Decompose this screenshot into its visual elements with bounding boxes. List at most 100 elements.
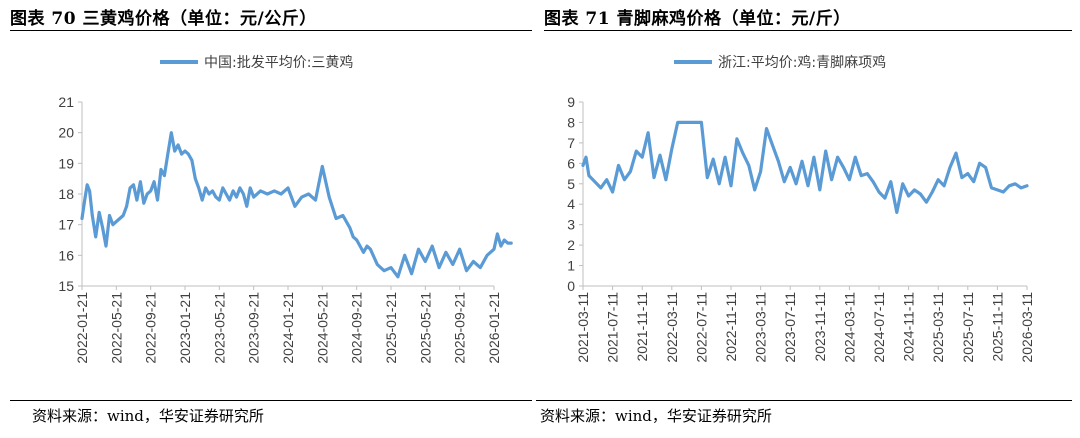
data-point — [617, 164, 620, 167]
data-point — [1014, 182, 1016, 185]
data-point — [362, 251, 365, 254]
data-point — [352, 236, 355, 238]
data-point — [383, 269, 385, 272]
y-tick-label: 3 — [567, 217, 575, 233]
data-point — [653, 176, 655, 179]
data-point — [294, 205, 296, 208]
data-point — [122, 214, 124, 217]
data-point — [795, 182, 797, 185]
data-point — [503, 239, 506, 241]
data-point — [86, 184, 88, 186]
data-point — [273, 190, 276, 192]
x-tick-label: 2026-01-21 — [486, 292, 502, 364]
data-point — [105, 245, 107, 247]
x-tick-label: 2021-03-11 — [575, 292, 591, 363]
data-point — [486, 254, 488, 257]
data-point — [676, 121, 679, 124]
data-point — [180, 153, 183, 155]
data-point — [232, 190, 234, 192]
source-note: 资料来源：wind，华安证券研究所 — [32, 407, 264, 425]
data-point — [221, 187, 224, 189]
data-points — [582, 121, 1028, 214]
data-point — [438, 266, 440, 269]
data-point — [919, 193, 922, 195]
y-tick-label: 20 — [58, 125, 74, 141]
chart-qingjiao-chicken: 浙江:平均价:鸡:青脚麻项鸡 0 1 2 3 4 5 6 7 8 9 2021-03-11 2021-0… — [567, 54, 1035, 363]
y-tick-label: 7 — [567, 135, 575, 151]
data-point — [335, 217, 337, 220]
data-point — [242, 193, 245, 195]
data-point — [907, 195, 910, 197]
data-point — [848, 178, 851, 181]
data-point — [197, 187, 200, 189]
data-point — [81, 217, 83, 220]
data-point — [349, 226, 351, 229]
data-point — [789, 166, 791, 169]
data-point — [777, 160, 780, 163]
data-point — [129, 187, 131, 189]
data-point — [753, 189, 756, 191]
data-point — [665, 178, 667, 181]
x-tick-label: 2023-07-11 — [782, 292, 798, 363]
data-point — [842, 166, 845, 169]
data-point — [359, 245, 361, 247]
data-point — [208, 193, 210, 195]
y-tick-label: 0 — [567, 278, 575, 294]
data-point — [783, 180, 786, 183]
data-point — [641, 156, 643, 158]
x-tick-label: 2022-11-11 — [723, 292, 739, 362]
data-point — [949, 166, 951, 169]
data-point — [605, 178, 608, 181]
x-tick-label: 2025-01-21 — [383, 292, 399, 364]
source-note: 资料来源：wind，华安证券研究所 — [540, 407, 772, 425]
data-point — [376, 263, 379, 266]
data-point — [730, 185, 732, 187]
data-point — [101, 226, 104, 229]
data-point — [943, 185, 945, 187]
data-point — [465, 269, 468, 272]
legend: 浙江:平均价:鸡:青脚麻项鸡 — [674, 54, 886, 71]
data-point — [801, 160, 803, 163]
data-point — [204, 187, 207, 189]
x-tick-label: 2022-09-21 — [143, 292, 159, 364]
data-point — [594, 180, 596, 183]
data-point — [307, 193, 310, 195]
y-tick-label: 4 — [567, 196, 575, 212]
data-point — [895, 211, 898, 214]
data-point — [872, 180, 874, 183]
legend-label: 中国:批发平均价:三黄鸡 — [204, 54, 353, 71]
data-point — [694, 121, 697, 124]
data-point — [836, 156, 839, 158]
data-point — [901, 182, 904, 185]
data-point — [1008, 185, 1011, 187]
x-tick-label: 2025-07-11 — [960, 292, 976, 363]
y-tick-label: 2 — [567, 237, 575, 253]
data-point — [321, 165, 324, 168]
data-point — [813, 156, 815, 158]
data-point — [824, 150, 827, 152]
legend-label: 浙江:平均价:鸡:青脚麻项鸡 — [718, 54, 886, 71]
data-point — [149, 190, 152, 192]
data-point — [160, 168, 162, 171]
data-point — [978, 162, 981, 165]
data-point — [747, 164, 750, 167]
data-point — [287, 187, 289, 189]
data-point — [173, 150, 176, 152]
x-tick-label: 2023-09-21 — [246, 292, 262, 364]
data-point — [211, 190, 214, 192]
data-point — [366, 245, 368, 247]
data-point — [108, 214, 111, 217]
data-point — [860, 174, 863, 177]
figure-panel-left: 图表 70 三黄鸡价格（单位：元/公斤） 中国:批发平均价:三黄鸡 15 16 17 1… — [10, 9, 532, 425]
data-point — [328, 196, 331, 198]
data-point — [98, 211, 100, 214]
data-point — [807, 185, 809, 187]
x-tick-label: 2024-01-21 — [280, 292, 296, 364]
data-point — [623, 178, 626, 181]
data-point — [259, 190, 262, 192]
data-point — [187, 153, 190, 155]
legend: 中国:批发平均价:三黄鸡 — [160, 54, 353, 71]
data-point — [611, 191, 614, 193]
data-point — [585, 156, 587, 158]
data-point — [146, 193, 149, 195]
